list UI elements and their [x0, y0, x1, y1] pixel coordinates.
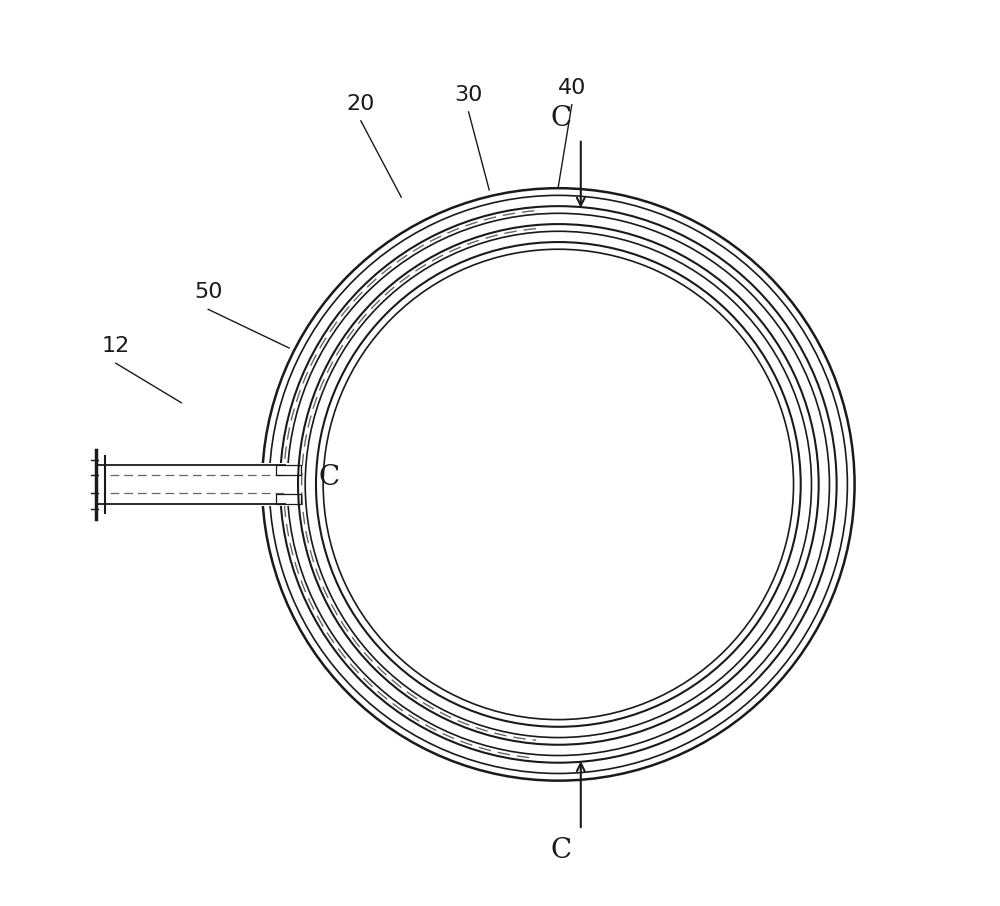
Bar — [276, 465, 301, 475]
Text: 50: 50 — [194, 282, 223, 303]
Text: 30: 30 — [454, 84, 483, 105]
Text: C: C — [550, 104, 572, 131]
Text: 40: 40 — [558, 78, 586, 98]
Text: C: C — [319, 464, 340, 491]
Text: C: C — [550, 837, 572, 864]
Text: 12: 12 — [102, 336, 130, 356]
Text: 20: 20 — [347, 93, 375, 113]
Bar — [276, 495, 301, 504]
Bar — [87, 463, 289, 506]
